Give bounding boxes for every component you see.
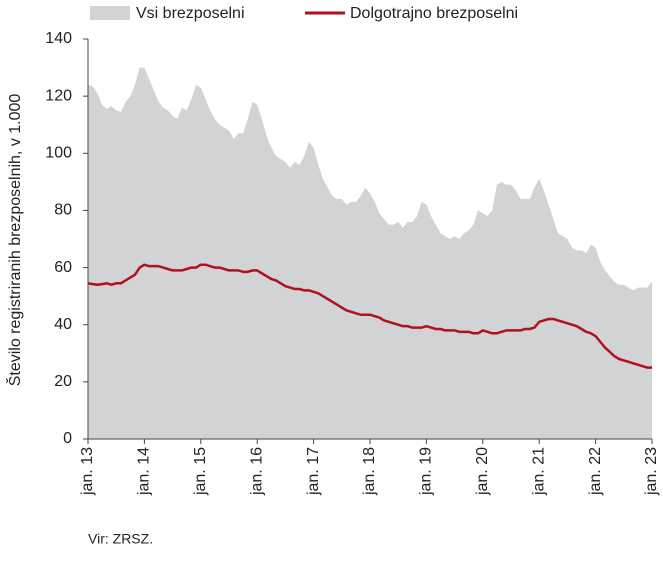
area <box>88 67 652 439</box>
x-tick-label: jan. 21 <box>530 447 547 496</box>
y-tick-label: 100 <box>45 145 72 162</box>
x-tick-label: jan. 13 <box>79 447 96 496</box>
y-axis-label: Število registriranih brezposelnih, v 1.… <box>5 94 24 387</box>
x-tick-label: jan. 22 <box>587 447 604 496</box>
y-tick-label: 0 <box>63 430 72 447</box>
x-tick-label: jan. 20 <box>474 447 491 496</box>
x-tick-label: jan. 14 <box>136 447 153 496</box>
x-tick-label: jan. 18 <box>361 447 378 496</box>
y-tick-label: 140 <box>45 30 72 47</box>
x-tick-label: jan. 16 <box>248 447 265 496</box>
x-tick-label: jan. 19 <box>418 447 435 496</box>
x-tick-label: jan. 23 <box>643 447 660 496</box>
x-tick-label: jan. 17 <box>305 447 322 496</box>
legend-swatch <box>90 6 130 20</box>
y-tick-label: 20 <box>54 373 72 390</box>
y-tick-label: 60 <box>54 259 72 276</box>
y-tick-label: 40 <box>54 316 72 333</box>
line <box>87 263 652 369</box>
y-tick-label: 80 <box>54 202 72 219</box>
legend-label: Vsi brezposelni <box>136 5 245 22</box>
x-tick-label: jan. 15 <box>192 447 209 496</box>
source: Vir: ZRSZ. <box>88 531 153 547</box>
legend-label: Dolgotrajno brezposelni <box>350 5 518 22</box>
y-tick-label: 120 <box>45 87 72 104</box>
